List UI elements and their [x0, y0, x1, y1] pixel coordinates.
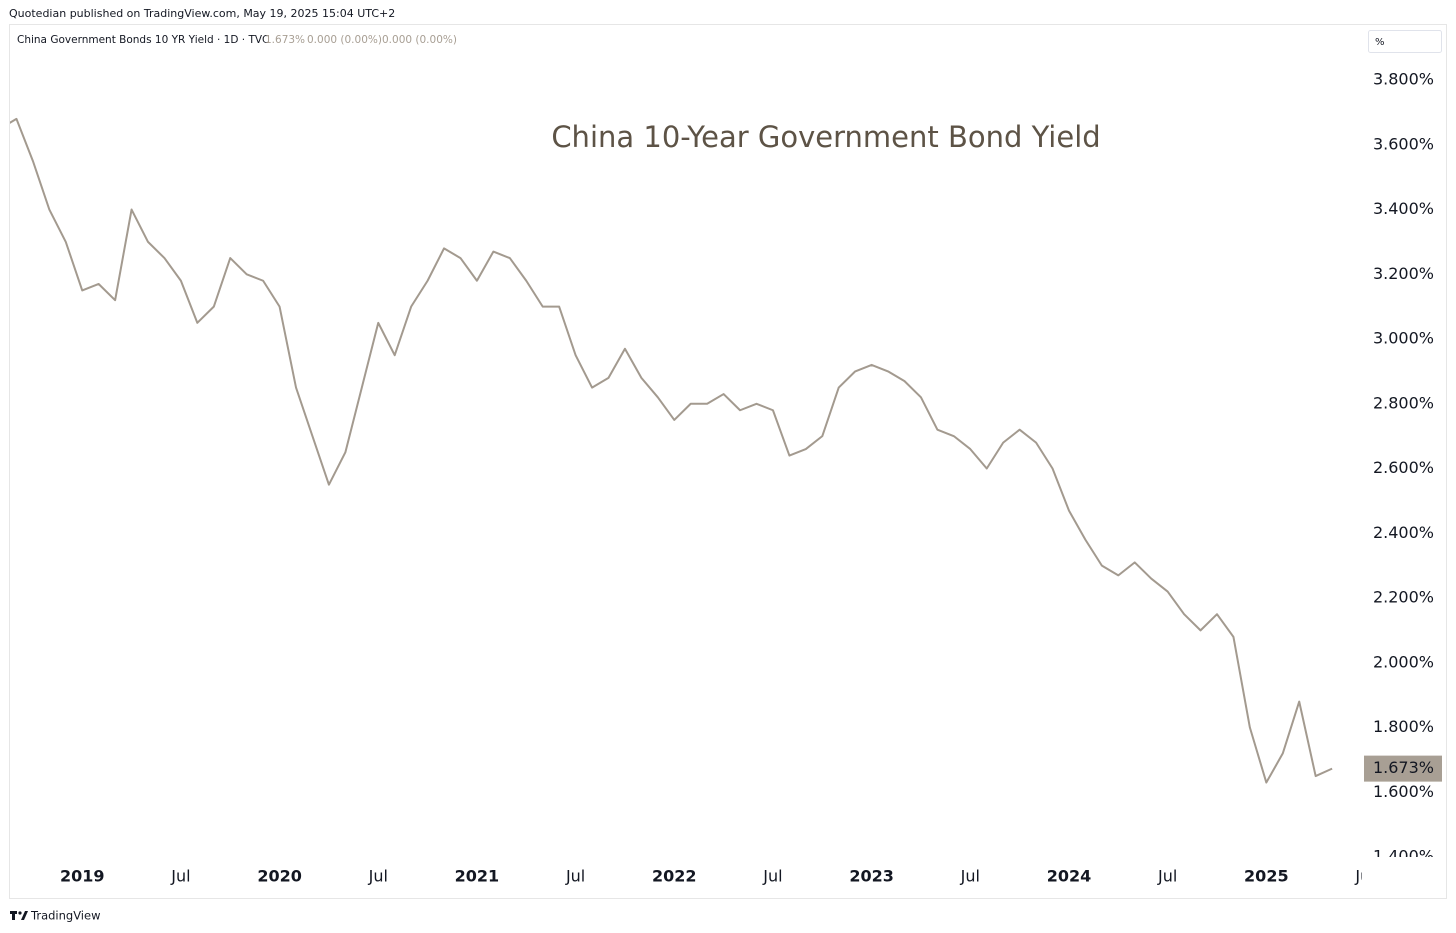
y-tick-label: 2.000%: [1373, 652, 1434, 671]
y-tick-label: 1.600%: [1373, 782, 1434, 801]
x-tick-label: 2023: [849, 867, 894, 886]
y-tick-label: 3.800%: [1373, 70, 1434, 89]
y-tick-label: 1.400%: [1373, 847, 1434, 866]
symbol: China Government Bonds 10 YR Yield · 1D …: [17, 34, 269, 46]
chart-title: China 10-Year Government Bond Yield: [551, 120, 1100, 154]
x-tick-label: Jul: [368, 867, 388, 886]
change: 0.000 (0.00%): [307, 34, 382, 46]
tv-logo: [10, 911, 28, 920]
scale-button-label[interactable]: %: [1375, 37, 1385, 48]
x-tick-label: 2025: [1244, 867, 1289, 886]
series-line: [10, 117, 1333, 784]
x-tick-label: 2022: [652, 867, 697, 886]
plot-area: [10, 117, 1333, 784]
x-tick-label: Jul: [1354, 867, 1374, 886]
last-price-box: [1364, 755, 1442, 782]
x-axis: 2019 Jul 2020 Jul 2021 Jul 2022 Jul 2023 Jul 2024 J…: [60, 857, 1374, 886]
footer: TradingView: [30, 909, 100, 923]
x-tick-label: 2024: [1047, 867, 1092, 886]
x-tick-label: Jul: [960, 867, 980, 886]
publisher: Quotedian published on TradingView.com, …: [9, 7, 395, 20]
y-tick-label: 3.400%: [1373, 199, 1434, 218]
y-tick-label: 2.800%: [1373, 393, 1434, 412]
x-tick-label: Jul: [170, 867, 190, 886]
x-tick-label: 2021: [455, 867, 500, 886]
price: 1.673%: [265, 34, 305, 46]
x-tick-label: Jul: [1157, 867, 1177, 886]
y-tick-label: 3.200%: [1373, 264, 1434, 283]
x-tick-label: Jul: [565, 867, 585, 886]
last-price-label: 1.673%: [1373, 758, 1434, 777]
y-tick-label: 2.600%: [1373, 458, 1434, 477]
y-tick-label: 2.400%: [1373, 523, 1434, 542]
chart-frame: [9, 24, 1447, 899]
y-tick-label: 1.800%: [1373, 717, 1434, 736]
x-tick-label: Jul: [762, 867, 782, 886]
x-tick-label: 2020: [257, 867, 302, 886]
scale-button[interactable]: [1368, 30, 1442, 53]
change-extended: 0.000 (0.00%): [382, 34, 457, 46]
last-price-tag: 1.673%: [1364, 755, 1442, 782]
y-tick-label: 2.200%: [1373, 588, 1434, 607]
y-tick-label: 3.600%: [1373, 134, 1434, 153]
x-tick-label: 2019: [60, 867, 105, 886]
y-axis: 1.400% 1.600% 1.800% 2.000% 2.200% 2.400% 2.60…: [1362, 70, 1434, 866]
y-tick-label: 3.000%: [1373, 329, 1434, 348]
